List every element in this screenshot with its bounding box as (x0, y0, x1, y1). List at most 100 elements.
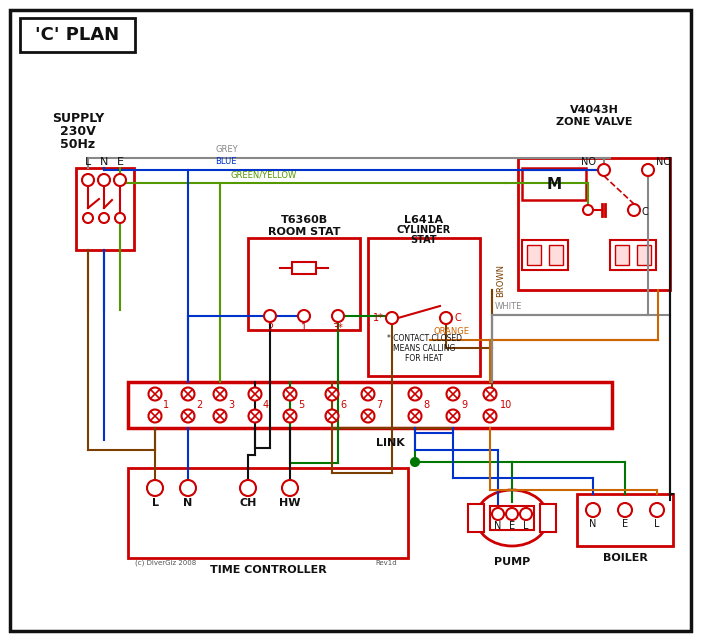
FancyBboxPatch shape (540, 504, 556, 532)
Text: GREEN/YELLOW: GREEN/YELLOW (230, 170, 296, 179)
Circle shape (586, 503, 600, 517)
Text: N: N (494, 521, 502, 531)
Text: NO: NO (581, 157, 596, 167)
FancyBboxPatch shape (549, 245, 563, 265)
Circle shape (332, 310, 344, 322)
Text: NC: NC (656, 157, 670, 167)
Circle shape (213, 410, 227, 422)
Circle shape (446, 410, 460, 422)
Text: 2: 2 (267, 323, 273, 333)
Text: Rev1d: Rev1d (375, 560, 397, 566)
Circle shape (99, 213, 109, 223)
Circle shape (618, 503, 632, 517)
Text: T6360B: T6360B (280, 215, 328, 225)
Text: GREY: GREY (215, 145, 237, 154)
Text: FOR HEAT: FOR HEAT (405, 353, 443, 363)
Text: 9: 9 (461, 400, 467, 410)
Text: SUPPLY: SUPPLY (52, 112, 104, 124)
Text: 50Hz: 50Hz (60, 138, 95, 151)
Circle shape (506, 508, 518, 520)
Text: MEANS CALLING: MEANS CALLING (393, 344, 455, 353)
Ellipse shape (476, 490, 548, 546)
Circle shape (149, 410, 161, 422)
Circle shape (182, 410, 194, 422)
Text: 5: 5 (298, 400, 304, 410)
Circle shape (362, 388, 374, 401)
Text: 3: 3 (228, 400, 234, 410)
Text: BLUE: BLUE (215, 157, 237, 166)
FancyBboxPatch shape (637, 245, 651, 265)
Circle shape (440, 312, 452, 324)
Text: (c) DiverGiz 2008: (c) DiverGiz 2008 (135, 560, 197, 567)
Text: E: E (509, 521, 515, 531)
Text: 4: 4 (263, 400, 269, 410)
Text: 3*: 3* (333, 323, 343, 333)
Text: TIME CONTROLLER: TIME CONTROLLER (210, 565, 326, 575)
Text: 10: 10 (500, 400, 512, 410)
Text: E: E (622, 519, 628, 529)
Text: HW: HW (279, 498, 300, 508)
Text: N: N (589, 519, 597, 529)
Circle shape (180, 480, 196, 496)
FancyBboxPatch shape (292, 262, 316, 274)
Text: C: C (642, 207, 649, 217)
Text: * CONTACT CLOSED: * CONTACT CLOSED (387, 333, 461, 342)
Text: WHITE: WHITE (495, 302, 522, 311)
Text: C: C (454, 313, 461, 323)
Text: 1: 1 (163, 400, 169, 410)
Circle shape (484, 410, 496, 422)
Text: 7: 7 (376, 400, 383, 410)
Circle shape (650, 503, 664, 517)
FancyBboxPatch shape (615, 245, 629, 265)
Circle shape (249, 388, 262, 401)
Text: 2: 2 (196, 400, 202, 410)
Circle shape (386, 312, 398, 324)
Circle shape (326, 388, 338, 401)
FancyBboxPatch shape (468, 504, 484, 532)
Circle shape (642, 164, 654, 176)
Circle shape (409, 410, 421, 422)
Text: L: L (654, 519, 660, 529)
Text: CYLINDER: CYLINDER (397, 225, 451, 235)
Circle shape (583, 205, 593, 215)
FancyBboxPatch shape (610, 240, 656, 270)
Circle shape (240, 480, 256, 496)
Text: 1: 1 (301, 323, 307, 333)
Circle shape (149, 388, 161, 401)
Text: E: E (117, 157, 124, 167)
Text: 230V: 230V (60, 124, 96, 138)
Text: ZONE VALVE: ZONE VALVE (556, 117, 633, 127)
Circle shape (98, 174, 110, 186)
FancyBboxPatch shape (527, 245, 541, 265)
Circle shape (411, 458, 419, 466)
Circle shape (362, 410, 374, 422)
Circle shape (284, 388, 296, 401)
Circle shape (114, 174, 126, 186)
Circle shape (264, 310, 276, 322)
Text: N: N (183, 498, 192, 508)
Circle shape (520, 508, 532, 520)
Text: N: N (100, 157, 108, 167)
Circle shape (628, 204, 640, 216)
FancyBboxPatch shape (522, 168, 586, 200)
Text: 1*: 1* (373, 313, 384, 323)
Text: 'C' PLAN: 'C' PLAN (35, 26, 119, 44)
FancyBboxPatch shape (522, 240, 568, 270)
Circle shape (82, 174, 94, 186)
Circle shape (249, 410, 262, 422)
Text: BROWN: BROWN (496, 263, 505, 297)
Circle shape (282, 480, 298, 496)
Circle shape (326, 410, 338, 422)
Circle shape (284, 410, 296, 422)
Text: 8: 8 (423, 400, 429, 410)
Text: ROOM STAT: ROOM STAT (267, 227, 340, 237)
Text: 6: 6 (340, 400, 346, 410)
Circle shape (492, 508, 504, 520)
Circle shape (298, 310, 310, 322)
Circle shape (147, 480, 163, 496)
Circle shape (409, 388, 421, 401)
Text: L: L (523, 521, 529, 531)
Text: BOILER: BOILER (602, 553, 647, 563)
Text: PUMP: PUMP (494, 557, 530, 567)
Text: LINK: LINK (376, 438, 404, 448)
